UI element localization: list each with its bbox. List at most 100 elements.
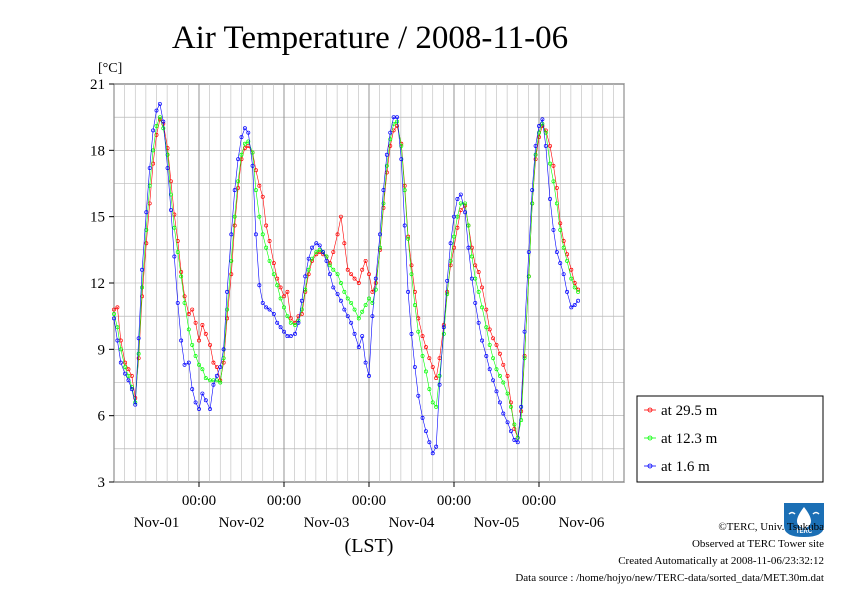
data-point: [168, 192, 173, 197]
data-point: [246, 139, 251, 144]
data-point: [476, 269, 481, 274]
data-point: [136, 336, 141, 341]
data-point: [406, 236, 411, 241]
data-point: [367, 296, 371, 301]
data-point: [473, 300, 478, 305]
data-point: [416, 393, 421, 398]
data-point: [363, 360, 368, 365]
data-point: [267, 239, 272, 243]
data-point: [352, 331, 357, 336]
data-point: [469, 276, 474, 281]
data-point: [395, 115, 399, 120]
data-point: [144, 227, 149, 232]
data-point: [501, 380, 506, 385]
data-point: [356, 316, 361, 321]
data-point: [154, 124, 159, 128]
data-point: [533, 152, 538, 157]
data-point: [115, 325, 120, 330]
data-point: [402, 223, 407, 228]
data-point: [203, 398, 208, 403]
data-point: [299, 298, 304, 303]
data-point: [275, 320, 280, 325]
data-point: [236, 179, 241, 184]
data-point: [497, 351, 502, 356]
x-tick-label: 00:00: [352, 493, 386, 509]
data-point: [424, 345, 428, 350]
data-point: [200, 367, 205, 372]
data-point: [551, 179, 556, 184]
data-point: [494, 342, 499, 347]
data-point: [434, 404, 439, 409]
data-point: [118, 360, 123, 365]
data-point: [115, 338, 120, 343]
data-point: [115, 305, 120, 310]
data-point: [190, 307, 195, 312]
y-tick-label: 18: [90, 143, 105, 159]
data-point: [271, 261, 276, 266]
data-point: [484, 307, 489, 312]
series-2: [112, 101, 581, 456]
data-point: [288, 320, 293, 325]
data-point: [203, 331, 208, 336]
data-point: [484, 325, 489, 330]
data-point: [466, 245, 471, 250]
data-point: [331, 267, 336, 272]
x-day-label: Nov-04: [389, 515, 435, 531]
data-point: [572, 285, 577, 290]
data-point: [512, 426, 517, 431]
data-point: [342, 289, 347, 294]
data-point: [264, 305, 269, 310]
x-tick-label: 00:00: [267, 493, 301, 509]
series-line: [113, 116, 579, 438]
data-point: [193, 320, 198, 325]
data-point: [384, 163, 389, 168]
data-point: [321, 250, 326, 254]
data-point: [412, 303, 417, 308]
data-point: [420, 354, 425, 358]
data-point: [373, 276, 378, 281]
data-point: [424, 429, 428, 434]
data-point: [267, 307, 272, 312]
data-point: [466, 223, 471, 228]
data-point: [282, 329, 286, 334]
data-point: [388, 143, 393, 148]
legend-marker: [647, 463, 653, 469]
y-tick-label: 12: [90, 276, 105, 292]
data-point: [157, 115, 162, 120]
data-point: [352, 307, 357, 312]
data-point: [165, 166, 170, 170]
data-point: [147, 166, 152, 170]
data-point: [548, 161, 553, 166]
data-point: [412, 365, 417, 369]
data-point: [335, 272, 340, 277]
data-point: [515, 435, 520, 440]
data-point: [339, 214, 343, 219]
data-point: [306, 256, 311, 261]
data-point: [381, 188, 386, 193]
data-point: [427, 387, 432, 392]
legend-marker: [647, 435, 653, 441]
data-point: [409, 263, 414, 268]
data-point: [253, 188, 258, 193]
data-point: [314, 241, 319, 246]
data-point: [193, 400, 198, 405]
data-point: [501, 411, 506, 416]
data-point: [430, 451, 435, 456]
data-point: [218, 365, 223, 369]
legend-label: at 12.3 m: [661, 431, 718, 447]
data-point: [278, 296, 283, 301]
data-point: [190, 342, 195, 347]
data-point: [561, 239, 566, 243]
data-point: [530, 201, 535, 206]
data-point: [360, 309, 365, 314]
data-point: [576, 298, 581, 303]
data-point: [424, 369, 428, 374]
data-point: [497, 400, 502, 405]
data-point: [182, 294, 187, 299]
data-point: [285, 289, 290, 294]
data-point: [327, 263, 332, 268]
y-tick-label: 21: [90, 77, 105, 93]
data-point: [157, 101, 162, 106]
y-tick-label: 3: [98, 475, 106, 491]
data-point: [388, 137, 393, 142]
